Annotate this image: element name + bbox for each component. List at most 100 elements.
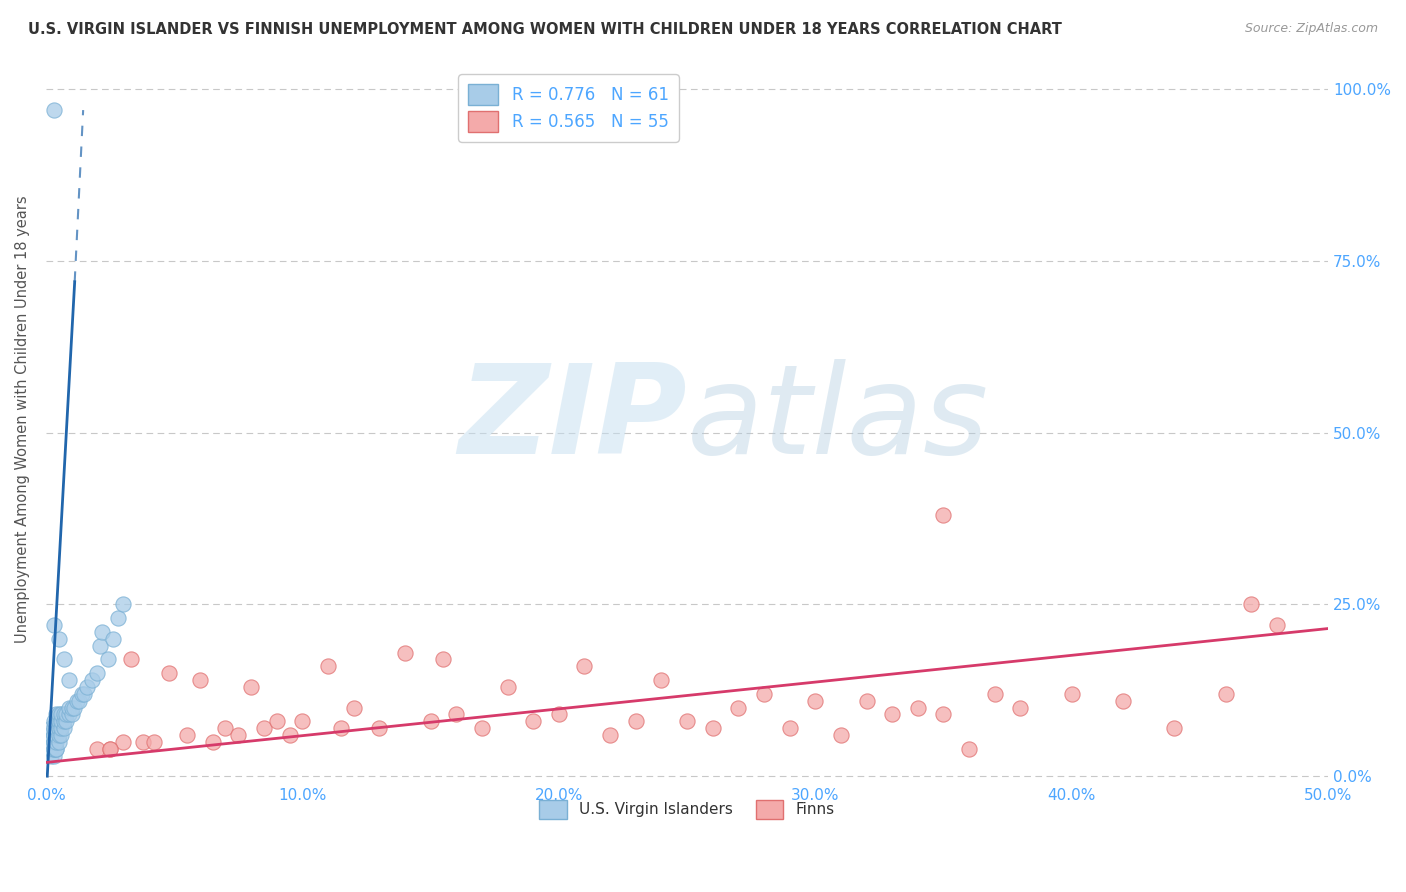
Point [63, 700, 86, 714]
Point [51, 714, 73, 729]
Point [1163, 721, 1185, 735]
Point [55, 707, 77, 722]
Text: U.S. VIRGIN ISLANDER VS FINNISH UNEMPLOYMENT AMONG WOMEN WITH CHILDREN UNDER 18 : U.S. VIRGIN ISLANDER VS FINNISH UNEMPLOY… [28, 22, 1062, 37]
Point [1265, 618, 1288, 632]
Point [111, 598, 134, 612]
Text: ZIP: ZIP [458, 359, 688, 480]
Point [45, 707, 67, 722]
Point [42, 103, 65, 117]
Point [201, 735, 224, 749]
Point [329, 721, 352, 735]
Point [804, 693, 827, 707]
Point [42, 618, 65, 632]
Point [624, 714, 647, 729]
Point [39, 721, 62, 735]
Point [132, 735, 155, 749]
Point [42, 714, 65, 729]
Point [38, 741, 60, 756]
Point [52, 707, 75, 722]
Point [240, 680, 263, 694]
Point [984, 687, 1007, 701]
Point [1112, 693, 1135, 707]
Point [907, 700, 929, 714]
Point [496, 680, 519, 694]
Point [86, 666, 108, 681]
Point [42, 741, 65, 756]
Point [86, 741, 108, 756]
Point [343, 700, 366, 714]
Point [142, 735, 165, 749]
Point [45, 735, 67, 749]
Point [52, 652, 75, 666]
Point [45, 741, 67, 756]
Point [101, 632, 124, 646]
Point [76, 680, 98, 694]
Point [48, 721, 70, 735]
Point [855, 693, 877, 707]
Point [82, 673, 104, 687]
Point [830, 728, 852, 742]
Point [278, 728, 301, 742]
Point [48, 632, 70, 646]
Point [42, 748, 65, 763]
Point [957, 741, 980, 756]
Point [45, 721, 67, 735]
Point [1215, 687, 1237, 701]
Point [702, 721, 724, 735]
Legend: U.S. Virgin Islanders, Finns: U.S. Virgin Islanders, Finns [531, 792, 842, 826]
Point [98, 741, 121, 756]
Point [55, 714, 77, 729]
Point [42, 721, 65, 735]
Point [70, 687, 93, 701]
Point [1010, 700, 1032, 714]
Point [574, 659, 596, 673]
Point [58, 707, 80, 722]
Point [882, 707, 904, 722]
Point [932, 707, 955, 722]
Point [48, 728, 70, 742]
Point [394, 646, 416, 660]
Point [89, 639, 111, 653]
Point [650, 673, 672, 687]
Point [66, 693, 89, 707]
Point [368, 721, 391, 735]
Point [60, 707, 83, 722]
Point [253, 721, 276, 735]
Point [48, 735, 70, 749]
Point [39, 735, 62, 749]
Point [42, 728, 65, 742]
Point [111, 735, 134, 749]
Point [226, 728, 249, 742]
Point [547, 707, 569, 722]
Point [42, 728, 65, 742]
Point [60, 700, 83, 714]
Point [45, 728, 67, 742]
Point [471, 721, 494, 735]
Y-axis label: Unemployment Among Women with Children Under 18 years: Unemployment Among Women with Children U… [15, 195, 30, 643]
Point [39, 741, 62, 756]
Point [291, 714, 314, 729]
Point [419, 714, 441, 729]
Point [42, 735, 65, 749]
Point [51, 721, 73, 735]
Point [42, 741, 65, 756]
Point [45, 741, 67, 756]
Point [120, 652, 142, 666]
Point [42, 735, 65, 749]
Point [446, 707, 468, 722]
Point [51, 707, 73, 722]
Point [38, 728, 60, 742]
Point [58, 673, 80, 687]
Point [52, 714, 75, 729]
Point [214, 721, 236, 735]
Point [107, 611, 129, 625]
Point [157, 666, 180, 681]
Point [752, 687, 775, 701]
Point [91, 624, 114, 639]
Point [1060, 687, 1083, 701]
Point [52, 721, 75, 735]
Point [58, 700, 80, 714]
Point [432, 652, 454, 666]
Point [39, 728, 62, 742]
Point [676, 714, 699, 729]
